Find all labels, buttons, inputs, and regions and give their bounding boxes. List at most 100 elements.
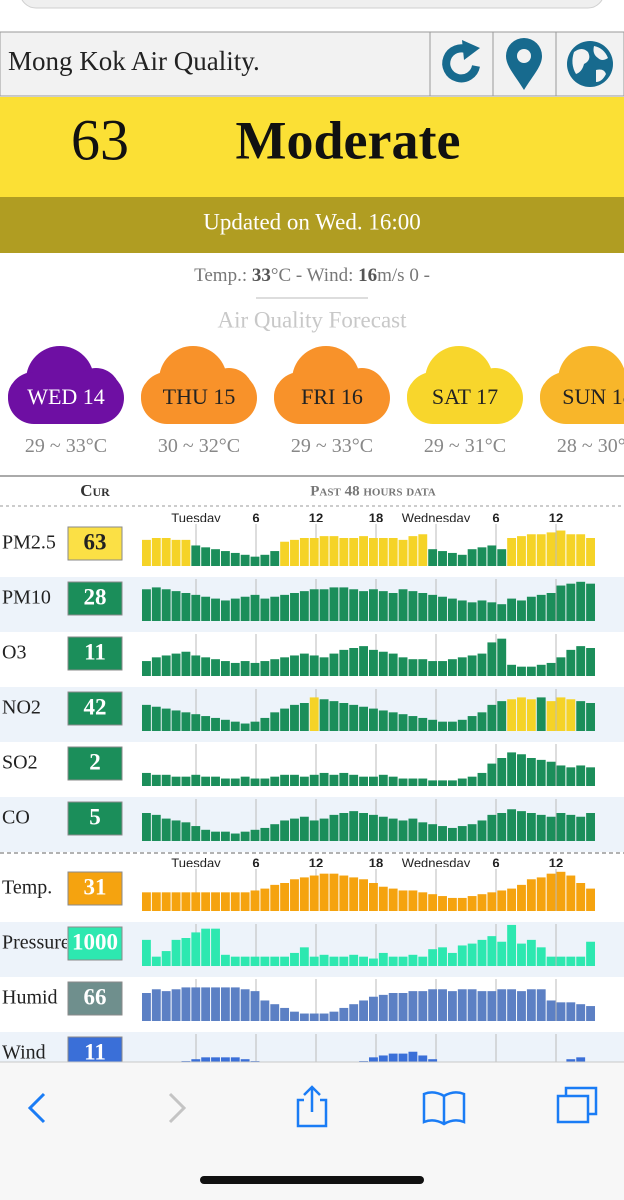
history-bar [418, 991, 428, 1021]
aqi-band [0, 97, 624, 197]
tabs-button[interactable] [556, 1086, 598, 1124]
history-bar [526, 596, 536, 621]
history-bar [418, 659, 428, 676]
forecast-day[interactable]: SAT 17 29 ~ 31°C [407, 346, 523, 457]
history-bar [408, 536, 418, 566]
day-label: FRI 16 [301, 384, 363, 409]
history-bar [339, 956, 349, 966]
history-bar [576, 956, 586, 966]
history-bar [290, 879, 299, 911]
history-bar [240, 723, 250, 731]
forecast-day[interactable]: WED 14 29 ~ 33°C [8, 346, 124, 457]
history-bar [270, 659, 280, 676]
history-bar [586, 538, 595, 566]
history-bar [398, 714, 408, 731]
history-bar [339, 649, 349, 676]
history-bar [240, 892, 250, 911]
current-badge [67, 926, 123, 961]
history-bar [507, 752, 517, 786]
history-bar [369, 958, 378, 966]
history-bar [161, 892, 171, 911]
history-bar [240, 554, 250, 566]
history-bar [497, 989, 507, 1021]
low-temp: 29 [424, 435, 444, 457]
location-button[interactable] [506, 38, 542, 90]
time-label: Tuesday [171, 855, 221, 870]
history-bar [388, 888, 398, 911]
low-temp: 30 [158, 435, 178, 457]
aqi-level: Moderate [236, 110, 461, 170]
history-bar [398, 820, 408, 841]
forecast-day[interactable]: SUN 18 28 ~ 30°C [540, 346, 624, 457]
history-bar [260, 888, 270, 911]
history-bar [161, 951, 171, 966]
history-bar [526, 813, 536, 841]
history-bar [398, 778, 408, 786]
history-bar [536, 697, 546, 731]
separator: ~ [45, 435, 61, 457]
history-bar [270, 776, 280, 786]
history-bar [280, 820, 290, 841]
refresh-button[interactable] [442, 40, 480, 83]
forward-button[interactable] [168, 1092, 187, 1124]
history-bar [487, 545, 497, 566]
history-bar [438, 826, 447, 841]
history-bar [299, 538, 309, 566]
current-value: 42 [84, 694, 107, 719]
history-bar [526, 534, 536, 566]
history-bar [556, 585, 566, 621]
address-bar[interactable] [20, 0, 604, 9]
separator: ~ [178, 435, 194, 457]
forecast-day[interactable]: THU 15 30 ~ 32°C [141, 346, 257, 457]
history-bar [230, 552, 240, 566]
forecast-day[interactable]: FRI 16 29 ~ 33°C [274, 346, 390, 457]
day-label: SUN 18 [562, 384, 624, 409]
day-temperature: 29 ~ 33°C [291, 435, 373, 457]
history-bar [369, 708, 378, 731]
page-title: Mong Kok Air Quality. [8, 46, 260, 76]
cloud-part [141, 372, 257, 424]
history-bar [546, 816, 556, 841]
history-bar [191, 774, 201, 786]
history-bar [171, 710, 181, 731]
history-bar [270, 1004, 280, 1021]
history-bar [299, 1013, 309, 1021]
history-bar [230, 833, 240, 841]
history-bar [546, 1000, 556, 1021]
share-button[interactable] [296, 1085, 328, 1128]
temp-unit: °C - Wind: [271, 265, 354, 286]
bookmarks-button[interactable] [422, 1091, 466, 1126]
history-bar [250, 556, 260, 566]
history-bar [408, 778, 418, 786]
history-bar [290, 593, 299, 621]
history-bar [161, 655, 171, 676]
history-bar [191, 714, 201, 731]
history-bar [260, 598, 270, 621]
pin-icon [506, 38, 542, 90]
history-bar [280, 708, 290, 731]
history-bar [546, 701, 556, 731]
updated-band [0, 197, 624, 253]
history-bar [546, 593, 556, 621]
history-bar [151, 989, 161, 1021]
history-bar [378, 886, 388, 911]
history-bar [507, 699, 517, 731]
aqi-value: 63 [71, 107, 129, 172]
low-temp: 29 [291, 435, 311, 457]
history-bar [290, 655, 299, 676]
history-bar [349, 704, 359, 731]
history-bar [477, 600, 487, 621]
history-bar [487, 814, 497, 841]
history-bar [447, 780, 457, 786]
back-button[interactable] [27, 1092, 46, 1124]
globe-button[interactable] [567, 41, 613, 87]
history-bar [161, 774, 171, 786]
history-bar [230, 956, 240, 966]
history-bar [181, 776, 191, 786]
history-bar [191, 987, 201, 1021]
history-bar [359, 879, 368, 911]
history-bar [220, 954, 230, 966]
history-bar [467, 716, 477, 731]
history-bar [447, 827, 457, 841]
day-label: WED 14 [27, 384, 105, 409]
